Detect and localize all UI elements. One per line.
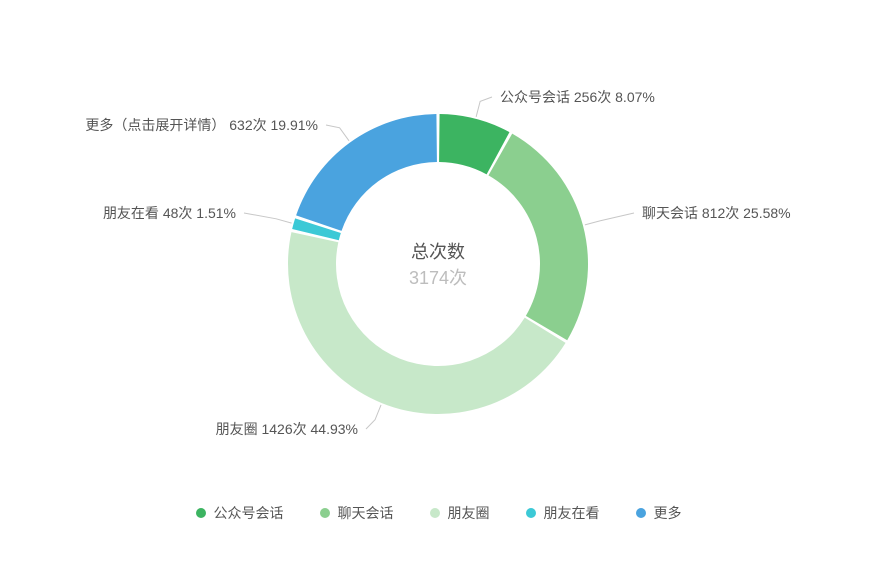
- legend-item-chat-session[interactable]: 聊天会话: [320, 503, 394, 523]
- legend-item-moments[interactable]: 朋友圈: [430, 503, 490, 523]
- donut-chart-svg: 公众号会话 256次 8.07% 聊天会话 812次 25.58% 朋友圈 1426…: [0, 0, 877, 563]
- donut-chart-container: 公众号会话 256次 8.07% 聊天会话 812次 25.58% 朋友圈 1426…: [0, 0, 877, 563]
- leader-line: [366, 405, 381, 429]
- center-value: 3174次: [409, 268, 467, 288]
- slice-label-wow: 朋友在看 48次 1.51%: [103, 205, 236, 221]
- legend: 公众号会话 聊天会话 朋友圈 朋友在看 更多: [0, 503, 877, 523]
- slice-label-moments: 朋友圈 1426次 44.93%: [216, 421, 358, 437]
- slice-label-official_account: 公众号会话 256次 8.07%: [500, 89, 655, 105]
- legend-swatch: [526, 508, 536, 518]
- legend-label: 朋友圈: [448, 503, 490, 523]
- leader-line: [244, 213, 292, 223]
- legend-item-wow[interactable]: 朋友在看: [526, 503, 600, 523]
- legend-item-official-account[interactable]: 公众号会话: [196, 503, 284, 523]
- legend-swatch: [636, 508, 646, 518]
- leader-line: [476, 97, 492, 117]
- legend-swatch: [320, 508, 330, 518]
- slice-label-more: 更多（点击展开详情） 632次 19.91%: [85, 117, 318, 133]
- legend-item-more[interactable]: 更多: [636, 503, 682, 523]
- legend-label: 朋友在看: [544, 503, 600, 523]
- slice-label-chat_session: 聊天会话 812次 25.58%: [642, 205, 791, 221]
- legend-label: 更多: [654, 503, 682, 523]
- leader-line: [585, 213, 634, 225]
- legend-swatch: [430, 508, 440, 518]
- slice-chat_session[interactable]: [488, 134, 588, 341]
- legend-swatch: [196, 508, 206, 518]
- center-title: 总次数: [411, 242, 465, 262]
- legend-label: 公众号会话: [214, 503, 284, 523]
- legend-label: 聊天会话: [338, 503, 394, 523]
- leader-line: [326, 125, 349, 141]
